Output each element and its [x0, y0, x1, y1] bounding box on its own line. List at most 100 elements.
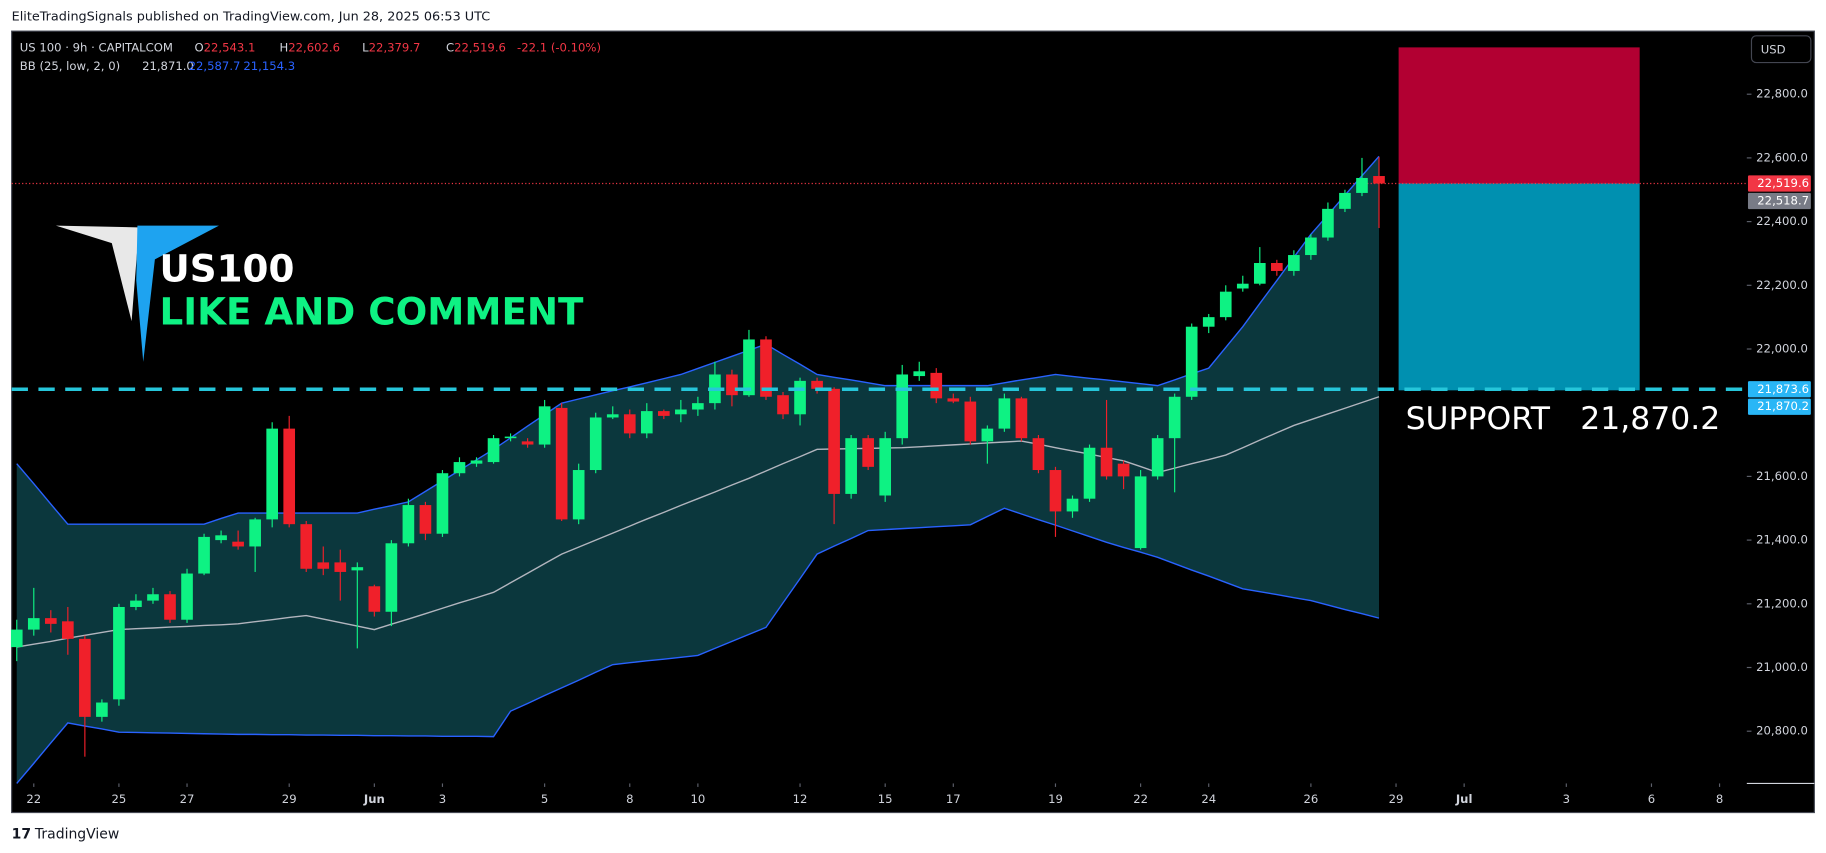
- candle-body: [538, 406, 551, 445]
- candle-body: [317, 562, 330, 569]
- x-tick-label: 8: [626, 792, 633, 806]
- candle-body: [1219, 291, 1232, 318]
- price-label: 22,519.6: [1757, 176, 1809, 190]
- candle-body: [1032, 438, 1045, 471]
- x-tick-label: 6: [1648, 792, 1655, 806]
- y-tick-label: 22,400.0: [1756, 214, 1808, 228]
- x-tick-label: 3: [439, 792, 446, 806]
- x-tick-label: 25: [112, 792, 127, 806]
- candle-body: [998, 398, 1011, 429]
- candle-body: [487, 438, 500, 463]
- candle-body: [675, 409, 687, 415]
- support-label: SUPPORT: [1406, 401, 1551, 437]
- candle-body: [777, 395, 789, 415]
- candle-body: [572, 470, 585, 520]
- y-tick-label: 22,000.0: [1756, 341, 1808, 355]
- target-zone: [1398, 183, 1640, 391]
- brand-name: TradingView: [34, 827, 119, 843]
- candle-body: [232, 541, 244, 547]
- logo-subtitle: LIKE AND COMMENT: [160, 290, 585, 334]
- candle-body: [1066, 498, 1079, 512]
- bb-lower: 21,154.3: [243, 59, 295, 73]
- x-tick-label: 22: [1133, 792, 1148, 806]
- support-value: 21,870.2: [1580, 401, 1720, 437]
- y-tick-label: 21,200.0: [1756, 596, 1808, 610]
- candle-body: [964, 401, 977, 442]
- candle-body: [283, 428, 296, 525]
- x-tick-label: 27: [180, 792, 195, 806]
- x-tick-label: 3: [1563, 792, 1570, 806]
- candle-body: [879, 438, 892, 496]
- candle-body: [1083, 447, 1096, 499]
- candle-body: [760, 339, 772, 397]
- y-tick-label: 21,600.0: [1756, 469, 1808, 483]
- candle-body: [368, 586, 381, 612]
- candle-body: [692, 403, 704, 410]
- y-tick-label: 21,000.0: [1756, 660, 1808, 674]
- candle-body: [1134, 476, 1147, 549]
- price-label-box: [1747, 175, 1811, 192]
- bb-upper: 22,587.7: [189, 59, 241, 73]
- candle-body: [606, 414, 619, 418]
- currency-button[interactable]: USD: [1750, 35, 1812, 64]
- y-tick-label: 20,800.0: [1756, 724, 1808, 738]
- candle-body: [27, 618, 40, 630]
- logo-title: US100: [160, 247, 295, 291]
- open-value: 22,543.1: [204, 40, 256, 54]
- candle-body: [385, 543, 398, 612]
- candle-body: [1356, 177, 1368, 193]
- legend-symbol: US 100 · 9h · CAPITALCOM O22,543.1 H22,6…: [20, 40, 601, 54]
- x-tick-label: 29: [282, 792, 297, 806]
- x-tick-label: 29: [1389, 792, 1404, 806]
- candle-body: [930, 372, 943, 399]
- candle-body: [896, 374, 909, 439]
- candle-body: [521, 441, 534, 445]
- candle-body: [845, 438, 857, 494]
- candle-body: [828, 388, 840, 494]
- candle-body: [181, 573, 193, 620]
- band-lower: [16, 507, 1380, 784]
- candle-body: [913, 371, 926, 377]
- stop-zone: [1398, 47, 1640, 184]
- candle-body: [62, 621, 74, 639]
- candle-body: [10, 629, 23, 648]
- currency-label[interactable]: USD: [1761, 42, 1786, 56]
- candle-body: [1236, 283, 1249, 289]
- candle-body: [947, 398, 960, 402]
- candle-body: [249, 519, 261, 547]
- band-upper: [16, 155, 1380, 525]
- x-tick-label: 12: [793, 792, 808, 806]
- candle-body: [1049, 470, 1062, 512]
- candle-body: [743, 339, 755, 396]
- candle-body: [589, 417, 602, 471]
- candle-body: [1168, 396, 1181, 439]
- y-tick-label: 22,600.0: [1756, 150, 1808, 164]
- candle-body: [811, 380, 823, 389]
- price-label-box: [1747, 192, 1811, 210]
- candle-body: [1151, 438, 1164, 477]
- candle-body: [1339, 192, 1351, 209]
- currency-button-frame[interactable]: [1750, 35, 1812, 64]
- candle-body: [1117, 463, 1130, 477]
- candle-body: [1305, 237, 1317, 256]
- x-tick-label: 24: [1201, 792, 1216, 806]
- bb-middle: 21,871.0: [142, 59, 194, 73]
- high-value: 22,602.6: [288, 40, 340, 54]
- x-tick-label: 10: [690, 792, 705, 806]
- candle-body: [147, 594, 159, 601]
- candle-body: [198, 536, 210, 574]
- brand-logo: 17: [12, 827, 31, 843]
- candle-body: [419, 505, 432, 534]
- price-label: 21,870.2: [1757, 399, 1809, 413]
- candle-body: [981, 428, 994, 442]
- x-tick-label: 8: [1716, 792, 1723, 806]
- logo: US100 LIKE AND COMMENT: [55, 225, 585, 362]
- candle-body: [1202, 317, 1215, 327]
- low-value: 22,379.7: [369, 40, 421, 54]
- candle-body: [1100, 447, 1113, 477]
- legend-bb: BB (25, low, 2, 0) 21,871.0 22,587.7 21,…: [20, 59, 295, 73]
- candle-body: [300, 524, 313, 569]
- candle-body: [453, 462, 466, 474]
